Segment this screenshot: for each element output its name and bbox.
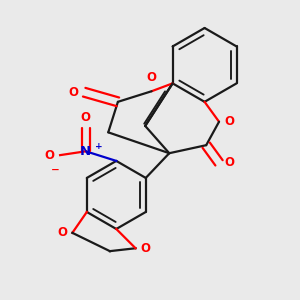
Text: O: O <box>140 242 150 255</box>
Text: O: O <box>68 86 78 99</box>
Text: +: + <box>95 142 103 151</box>
Text: −: − <box>51 165 59 175</box>
Text: O: O <box>147 71 157 84</box>
Text: O: O <box>58 226 68 239</box>
Text: O: O <box>44 148 54 162</box>
Text: O: O <box>225 156 235 169</box>
Text: O: O <box>225 115 235 128</box>
Text: N: N <box>80 145 91 158</box>
Text: O: O <box>81 111 91 124</box>
